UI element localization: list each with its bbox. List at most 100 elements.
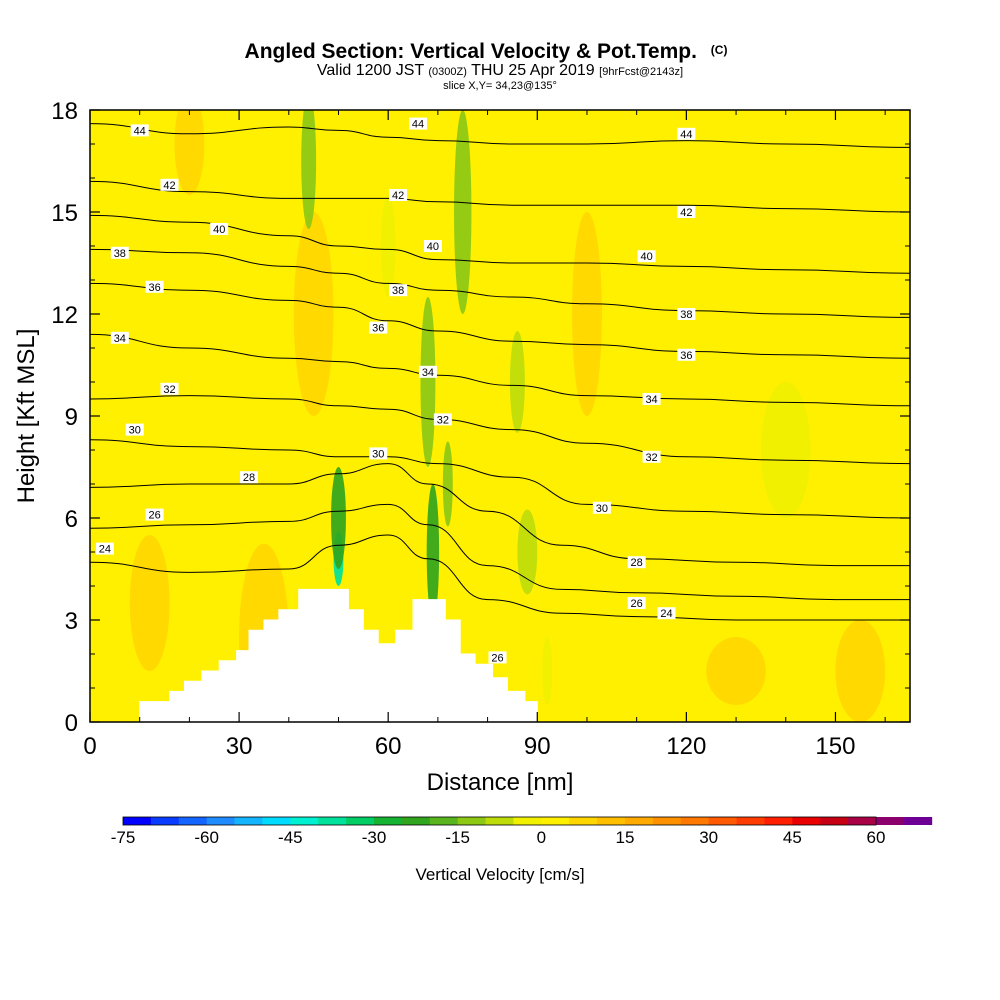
isentrope-40 xyxy=(90,214,910,274)
valid-prefix: Valid 1200 JST xyxy=(317,62,425,79)
isentrope-label-text: 26 xyxy=(491,652,503,664)
velocity-cell-downdraft xyxy=(454,110,472,314)
isentrope-label-box xyxy=(642,450,661,463)
isentrope-label-text: 26 xyxy=(148,510,160,522)
isentrope-label: 40 xyxy=(637,250,656,263)
isentrope-label-text: 36 xyxy=(680,350,692,362)
x-tick-label: 60 xyxy=(375,733,402,760)
colorbar-swatch xyxy=(736,817,765,825)
isentrope-label-box xyxy=(130,124,149,137)
isentrope-label: 38 xyxy=(677,308,696,321)
colorbar-tick-label: -75 xyxy=(111,828,136,847)
x-axis-label: Distance [nm] xyxy=(427,769,574,796)
isentrope-label: 28 xyxy=(240,471,259,484)
valid-time-line: Valid 1200 JST (0300Z) THU 25 Apr 2019 [… xyxy=(317,62,683,79)
title-unit: (C) xyxy=(711,43,728,57)
isentrope-label-box xyxy=(369,447,388,460)
velocity-cell-downdraft xyxy=(420,297,436,467)
isentrope-label: 28 xyxy=(627,556,646,569)
isentrope-label: 30 xyxy=(369,447,388,460)
isentrope-label-text: 32 xyxy=(437,414,449,426)
colorbar-swatch xyxy=(178,817,208,825)
isentrope-30 xyxy=(90,439,910,519)
valid-date: THU 25 Apr 2019 xyxy=(471,62,595,79)
colorbar-tick-label: 60 xyxy=(867,828,886,847)
isentrope-label-text: 36 xyxy=(372,323,384,335)
isentrope-label: 42 xyxy=(160,178,179,192)
colorbar-tick-label: -15 xyxy=(445,828,470,847)
isentrope-label-box xyxy=(627,597,646,609)
isentrope-label-text: 40 xyxy=(640,251,652,263)
colorbar-swatch xyxy=(848,817,877,825)
colorbar-swatch xyxy=(569,817,598,825)
colorbar-swatch xyxy=(457,817,486,825)
y-axis-label: Height [Kft MSL] xyxy=(13,329,40,504)
isentrope-label-box xyxy=(423,240,442,252)
colorbar-label: Vertical Velocity [cm/s] xyxy=(415,865,584,884)
forecast-info: [9hrFcst@2143z] xyxy=(599,66,683,78)
title-main-text: Angled Section: Vertical Velocity & Pot.… xyxy=(245,40,697,63)
isentrope-label: 40 xyxy=(423,240,442,253)
isentrope-label-text: 34 xyxy=(114,333,126,345)
isentrope-label-text: 36 xyxy=(148,282,160,294)
isentrope-label-box xyxy=(418,365,437,378)
velocity-cell-updraft xyxy=(572,212,602,416)
isentrope-38 xyxy=(90,248,910,318)
colorbar-swatch xyxy=(680,817,710,825)
isentrope-label-box xyxy=(677,308,696,320)
isentrope-label-text: 24 xyxy=(660,608,672,620)
velocity-cell-downdraft xyxy=(442,441,453,527)
velocity-cell-downdraft xyxy=(380,195,396,297)
isentrope-label-text: 42 xyxy=(680,207,692,219)
isentrope-36 xyxy=(90,282,910,359)
isentrope-label: 24 xyxy=(657,607,676,620)
colorbar-swatch xyxy=(792,817,821,825)
x-axis-ticks: 0 30 60 90 120 150 xyxy=(83,110,886,760)
velocity-cell-downdraft xyxy=(517,509,538,595)
isentrope-label: 36 xyxy=(677,348,696,362)
isentrope-24 xyxy=(90,534,910,621)
isentrope-label-box xyxy=(95,542,114,555)
isentrope-label: 26 xyxy=(627,597,646,610)
velocity-cell-downdraft xyxy=(509,331,525,433)
isentrope-label: 34 xyxy=(642,393,661,406)
colorbar-swatch xyxy=(234,817,263,825)
isentrope-label-box xyxy=(369,321,388,334)
isentrope-32 xyxy=(90,395,910,465)
colorbar-swatch xyxy=(374,817,403,825)
isentrope-label-text: 24 xyxy=(99,544,111,556)
isentrope-label-text: 32 xyxy=(163,384,175,396)
isentrope-label: 32 xyxy=(160,382,179,396)
velocity-cell-downdraft xyxy=(331,467,346,569)
isentrope-label-box xyxy=(389,284,408,297)
isentrope-label-box xyxy=(210,223,229,235)
isentrope-label-text: 28 xyxy=(243,472,255,484)
terrain-mask xyxy=(139,588,538,722)
isentrope-label-box xyxy=(145,280,164,293)
x-tick-label: 150 xyxy=(815,733,855,760)
colorbar-swatch xyxy=(318,817,347,825)
isentrope-label: 36 xyxy=(145,280,164,294)
colorbar-swatch xyxy=(513,817,542,825)
velocity-cell-updraft xyxy=(129,535,170,671)
colorbar-swatch xyxy=(206,817,235,825)
isentrope-label-box xyxy=(433,413,452,426)
isentrope-label-box xyxy=(677,127,696,140)
colorbar-swatch xyxy=(764,817,793,825)
isentrope-label-box xyxy=(110,331,129,344)
isentrope-label: 34 xyxy=(418,365,437,379)
y-tick-label: 9 xyxy=(65,404,78,431)
isentrope-label: 24 xyxy=(95,542,114,556)
velocity-cell-downdraft xyxy=(301,110,317,229)
isentrope-label-box xyxy=(240,471,259,484)
isentrope-label: 42 xyxy=(389,189,408,202)
velocity-cell-updraft xyxy=(835,620,886,722)
isentrope-label-box xyxy=(657,607,676,620)
isentrope-label: 34 xyxy=(110,331,129,345)
isentrope-label: 26 xyxy=(145,508,164,522)
isentrope-label-box xyxy=(627,556,646,569)
isentrope-label-box xyxy=(160,382,179,395)
isentrope-label-box xyxy=(592,501,611,514)
isentrope-label-box xyxy=(125,423,144,436)
slice-info: slice X,Y= 34,23@135° xyxy=(443,80,557,92)
